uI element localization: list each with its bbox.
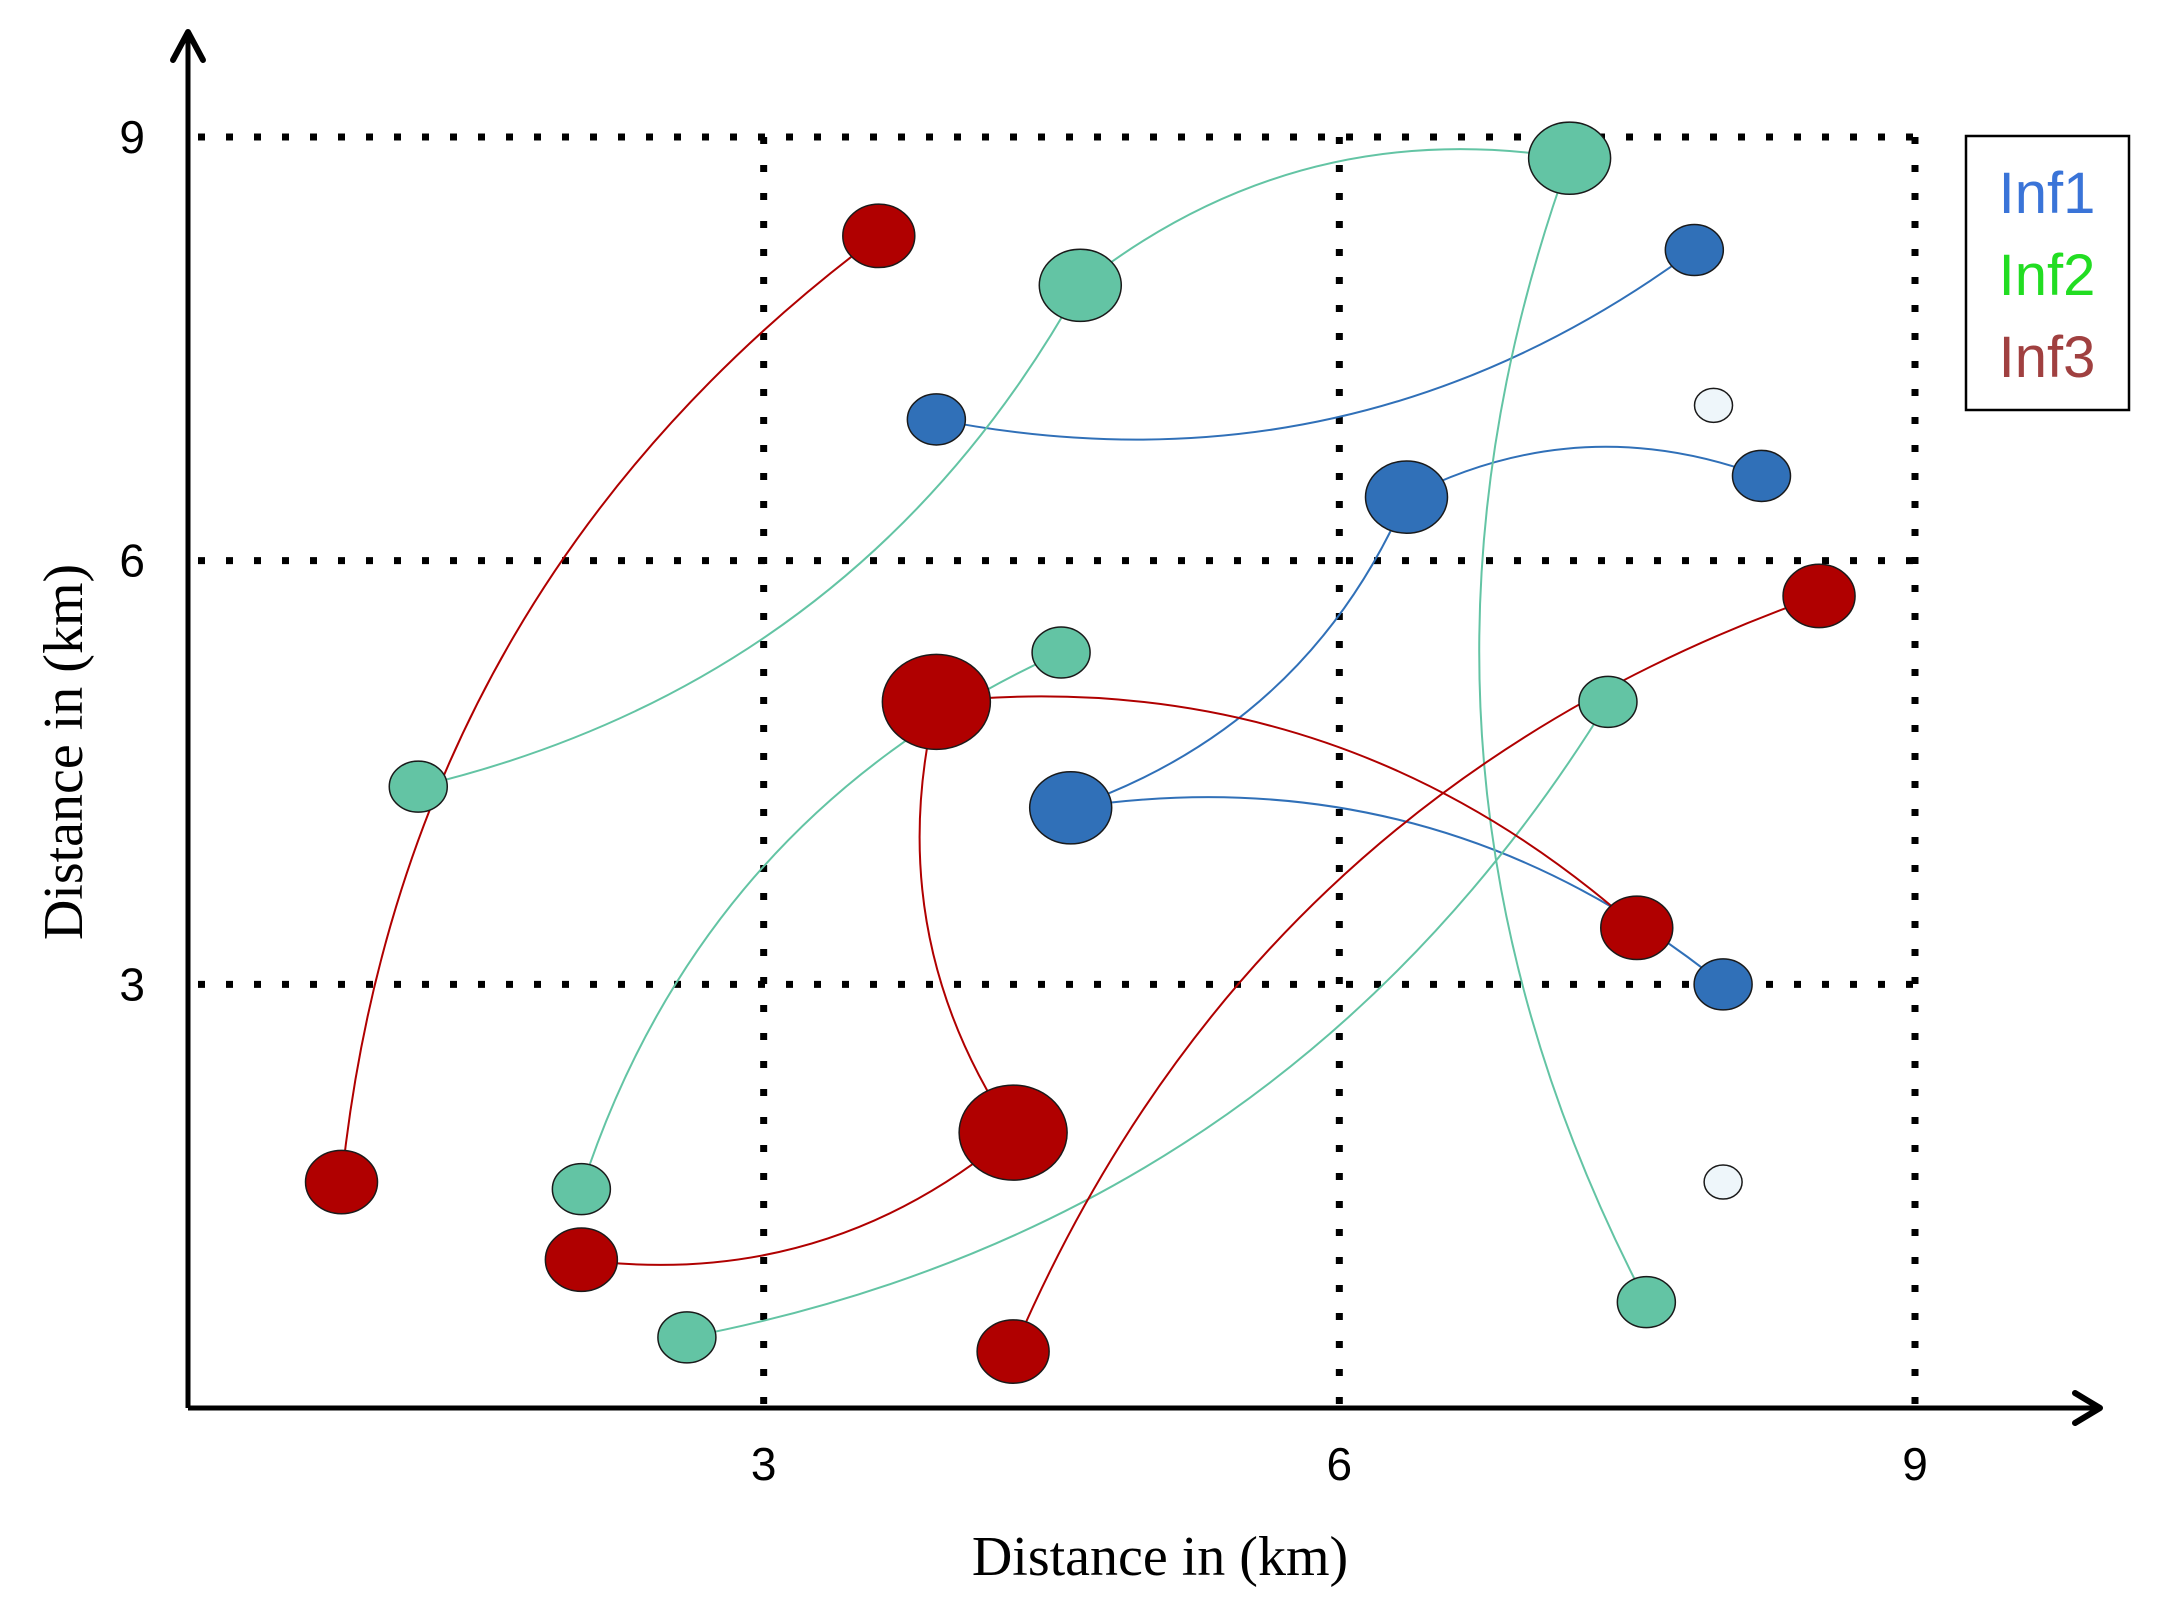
inf1-point [1693,958,1753,1011]
inf2-point [1038,248,1123,323]
inf3-link [1012,595,1820,1352]
inf2-point [1031,626,1091,679]
legend-entry-inf2: Inf2 [1999,243,2096,308]
inf1-point [906,393,967,446]
inf3-point [544,1227,619,1293]
legend-box [1964,134,2131,412]
inf2-point [1616,1275,1677,1329]
inf3-link [936,695,1638,929]
y-axis-title: Distance in (km) [33,564,95,940]
y-axis-arrow [170,29,206,63]
inf1-point [1731,449,1792,503]
tick-labels: 3 6 9 3 6 9 [119,111,1927,1490]
inf3-point [1782,563,1856,629]
inf3-link [340,235,880,1183]
inf2-point [1578,675,1638,729]
inf3-link [918,701,1014,1134]
y-tick-label: 9 [119,111,145,163]
inf1-link [1070,496,1408,809]
connection-curves [340,148,1820,1352]
inf2-link [418,284,1082,788]
inf2-link [1478,157,1648,1303]
legend-entry-inf3: Inf3 [1999,325,2096,390]
unlabeled-point [1693,387,1734,424]
inf1-link [1406,445,1762,499]
inf1-link [936,249,1695,441]
inf3-point [304,1149,379,1215]
axes [170,29,2103,1426]
inf3-point [1600,895,1674,961]
inf1-point [1364,460,1449,534]
x-tick-label: 9 [1902,1438,1928,1490]
grid-lines [198,133,1919,1408]
inf3-point [976,1319,1050,1384]
y-tick-label: 6 [119,535,145,587]
inf2-link [1079,148,1570,287]
x-axis-title: Distance in (km) [972,1526,1348,1588]
inf3-point [958,1084,1068,1181]
legend-entry-inf1: Inf1 [1999,161,2096,226]
inf2-point [657,1311,717,1364]
inf1-point [1664,223,1725,277]
x-tick-label: 3 [751,1438,777,1490]
inf2-link [686,701,1609,1339]
legend: Inf1 Inf2 Inf3 [1964,134,2131,412]
inf3-point [842,203,916,269]
inf2-point [1527,121,1612,196]
x-tick-label: 6 [1327,1438,1353,1490]
inf2-point [551,1162,612,1216]
data-points [304,121,1856,1384]
inf3-point [881,653,992,751]
y-tick-label: 3 [119,958,145,1010]
unlabeled-point [1703,1164,1743,1200]
inf1-point [1028,770,1113,845]
inf3-link [581,1131,1014,1266]
inf2-point [388,760,449,813]
x-axis-arrow [2072,1390,2103,1426]
